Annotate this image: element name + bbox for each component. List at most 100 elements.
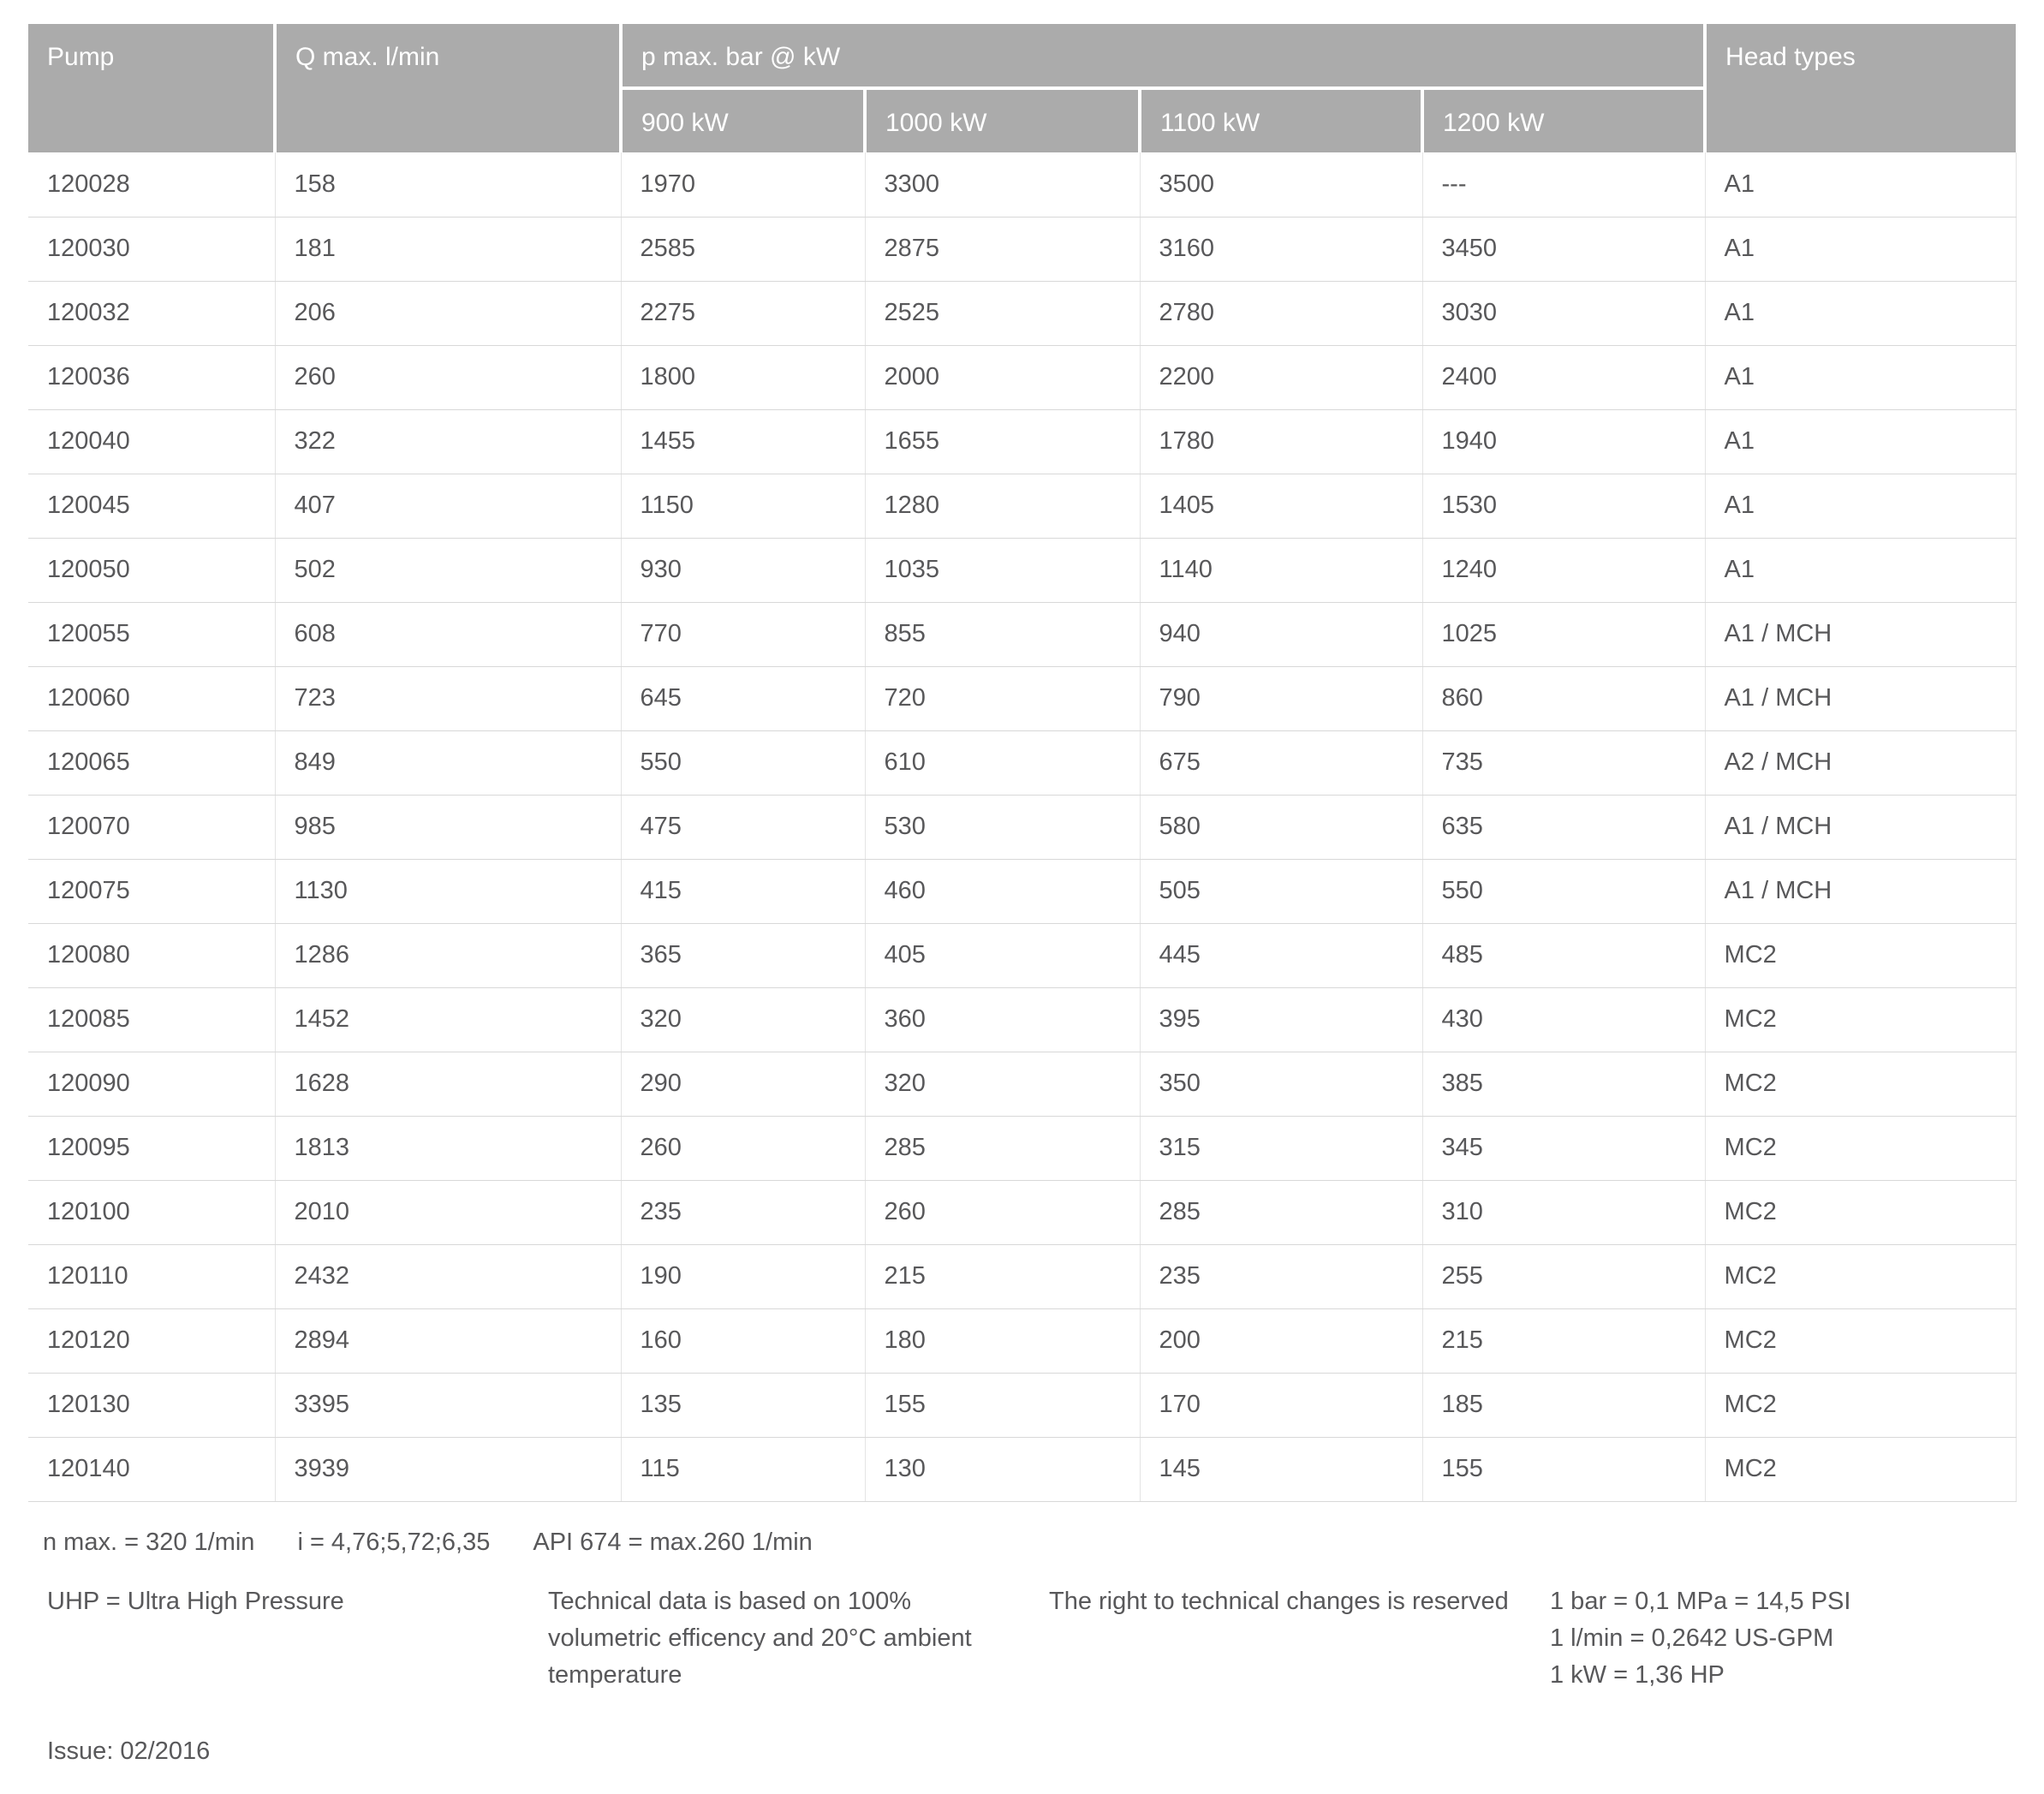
table-row: 120090 1628 290 320 350 385 MC2 xyxy=(28,1052,2017,1117)
cell-p-max-1200kw: 1940 xyxy=(1422,409,1706,474)
cell-pump-id: 120032 xyxy=(28,281,276,346)
cell-p-max-900kw: 135 xyxy=(621,1373,866,1438)
footnote-parameter: i = 4,76;5,72;6,35 xyxy=(297,1528,491,1556)
cell-p-max-1000kw: 460 xyxy=(865,859,1141,924)
cell-q-max: 1813 xyxy=(275,1116,622,1181)
column-header-kw: 1000 kW xyxy=(865,88,1141,152)
table-row: 120075 1130 415 460 505 550 A1 / MCH xyxy=(28,859,2017,924)
cell-p-max-1200kw: 385 xyxy=(1422,1052,1706,1117)
cell-pump-id: 120060 xyxy=(28,666,276,731)
cell-q-max: 502 xyxy=(275,538,622,603)
cell-pump-id: 120030 xyxy=(28,217,276,282)
cell-p-max-1000kw: 260 xyxy=(865,1180,1141,1245)
cell-p-max-1200kw: 155 xyxy=(1422,1437,1706,1502)
cell-p-max-1100kw: 445 xyxy=(1140,923,1423,988)
cell-pump-id: 120055 xyxy=(28,602,276,667)
cell-p-max-900kw: 1970 xyxy=(621,152,866,218)
cell-p-max-1100kw: 1140 xyxy=(1140,538,1423,603)
column-header-kw: 1200 kW xyxy=(1422,88,1707,152)
cell-p-max-900kw: 415 xyxy=(621,859,866,924)
cell-head-type: A1 / MCH xyxy=(1705,795,2017,860)
header-row-kw: 900 kW 1000 kW 1100 kW 1200 kW xyxy=(28,88,2016,152)
cell-p-max-900kw: 1455 xyxy=(621,409,866,474)
table-row: 120110 2432 190 215 235 255 MC2 xyxy=(28,1244,2017,1309)
cell-p-max-900kw: 550 xyxy=(621,730,866,796)
cell-p-max-1200kw: 485 xyxy=(1422,923,1706,988)
cell-p-max-1100kw: 145 xyxy=(1140,1437,1423,1502)
cell-p-max-1200kw: 215 xyxy=(1422,1308,1706,1374)
cell-q-max: 2010 xyxy=(275,1180,622,1245)
cell-p-max-1000kw: 155 xyxy=(865,1373,1141,1438)
cell-p-max-1200kw: 2400 xyxy=(1422,345,1706,410)
cell-p-max-1100kw: 395 xyxy=(1140,987,1423,1052)
cell-pump-id: 120050 xyxy=(28,538,276,603)
cell-q-max: 1452 xyxy=(275,987,622,1052)
cell-pump-id: 120040 xyxy=(28,409,276,474)
table-row: 120100 2010 235 260 285 310 MC2 xyxy=(28,1180,2017,1245)
table-row: 120050 502 930 1035 1140 1240 A1 xyxy=(28,538,2017,603)
cell-head-type: MC2 xyxy=(1705,923,2017,988)
cell-head-type: A1 xyxy=(1705,409,2017,474)
cell-head-type: MC2 xyxy=(1705,1308,2017,1374)
cell-p-max-1200kw: 3450 xyxy=(1422,217,1706,282)
table-row: 120120 2894 160 180 200 215 MC2 xyxy=(28,1308,2017,1374)
cell-p-max-900kw: 320 xyxy=(621,987,866,1052)
cell-head-type: A1 xyxy=(1705,538,2017,603)
table-row: 120130 3395 135 155 170 185 MC2 xyxy=(28,1373,2017,1438)
cell-p-max-1000kw: 3300 xyxy=(865,152,1141,218)
column-header-pump: Pump xyxy=(28,24,277,152)
column-header-kw: 900 kW xyxy=(621,88,867,152)
footnote-conversion-line: 1 l/min = 0,2642 US-GPM xyxy=(1550,1624,1834,1652)
cell-p-max-1200kw: 345 xyxy=(1422,1116,1706,1181)
table-row: 120030 181 2585 2875 3160 3450 A1 xyxy=(28,217,2017,282)
cell-p-max-1100kw: 505 xyxy=(1140,859,1423,924)
cell-pump-id: 120065 xyxy=(28,730,276,796)
table-row: 120095 1813 260 285 315 345 MC2 xyxy=(28,1116,2017,1181)
cell-q-max: 723 xyxy=(275,666,622,731)
cell-q-max: 407 xyxy=(275,474,622,539)
cell-head-type: MC2 xyxy=(1705,1437,2017,1502)
cell-q-max: 1628 xyxy=(275,1052,622,1117)
cell-p-max-1000kw: 1655 xyxy=(865,409,1141,474)
cell-head-type: MC2 xyxy=(1705,1052,2017,1117)
cell-p-max-1100kw: 315 xyxy=(1140,1116,1423,1181)
table-header: Pump Q max. l/min p max. bar @ kW Head t… xyxy=(28,24,2017,152)
cell-p-max-900kw: 1800 xyxy=(621,345,866,410)
cell-p-max-900kw: 190 xyxy=(621,1244,866,1309)
cell-p-max-900kw: 475 xyxy=(621,795,866,860)
cell-p-max-1000kw: 130 xyxy=(865,1437,1141,1502)
cell-pump-id: 120080 xyxy=(28,923,276,988)
cell-p-max-900kw: 235 xyxy=(621,1180,866,1245)
footnote-technical-line: temperature xyxy=(548,1660,682,1689)
cell-p-max-1200kw: 735 xyxy=(1422,730,1706,796)
cell-head-type: MC2 xyxy=(1705,987,2017,1052)
cell-q-max: 985 xyxy=(275,795,622,860)
column-header-head-types: Head types xyxy=(1705,24,2017,152)
cell-q-max: 2894 xyxy=(275,1308,622,1374)
cell-p-max-900kw: 2275 xyxy=(621,281,866,346)
cell-pump-id: 120085 xyxy=(28,987,276,1052)
cell-q-max: 3939 xyxy=(275,1437,622,1502)
cell-p-max-1100kw: 3500 xyxy=(1140,152,1423,218)
table-row: 120065 849 550 610 675 735 A2 / MCH xyxy=(28,730,2017,796)
cell-head-type: A1 / MCH xyxy=(1705,859,2017,924)
cell-p-max-1000kw: 855 xyxy=(865,602,1141,667)
cell-p-max-1000kw: 2525 xyxy=(865,281,1141,346)
cell-pump-id: 120028 xyxy=(28,152,276,218)
table-row: 120085 1452 320 360 395 430 MC2 xyxy=(28,987,2017,1052)
table-row: 120080 1286 365 405 445 485 MC2 xyxy=(28,923,2017,988)
footnote-rights: The right to technical changes is reserv… xyxy=(1049,1587,1509,1615)
cell-p-max-900kw: 160 xyxy=(621,1308,866,1374)
cell-p-max-900kw: 770 xyxy=(621,602,866,667)
cell-p-max-1100kw: 200 xyxy=(1140,1308,1423,1374)
cell-pump-id: 120036 xyxy=(28,345,276,410)
cell-p-max-1100kw: 235 xyxy=(1140,1244,1423,1309)
cell-p-max-1100kw: 790 xyxy=(1140,666,1423,731)
cell-head-type: A1 xyxy=(1705,152,2017,218)
footnote-technical-line: volumetric efficency and 20°C ambient xyxy=(548,1624,972,1652)
cell-p-max-900kw: 930 xyxy=(621,538,866,603)
cell-pump-id: 120140 xyxy=(28,1437,276,1502)
cell-p-max-1100kw: 285 xyxy=(1140,1180,1423,1245)
cell-p-max-1100kw: 1405 xyxy=(1140,474,1423,539)
